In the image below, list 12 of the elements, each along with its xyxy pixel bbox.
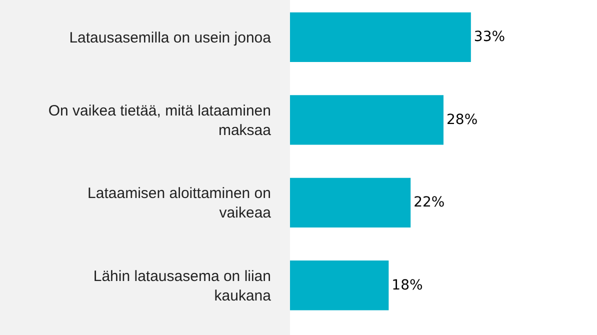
y-tick-label: Latausasemilla on usein jonoa — [69, 29, 272, 46]
data-label: 33% — [474, 29, 506, 46]
bar — [290, 260, 389, 310]
y-tick-label: Lataamisen aloittaminen on vaikeaa — [88, 185, 272, 222]
data-label: 18% — [392, 277, 423, 294]
data-label: 28% — [446, 112, 478, 128]
bar — [290, 12, 471, 62]
bar — [290, 178, 411, 228]
data-label: 22% — [414, 194, 445, 211]
y-tick-label: Lähin latausasema on liian kaukana — [93, 268, 272, 304]
bar — [290, 95, 444, 145]
y-tick-label: On vaikea tietää, mitä lataaminen maksaa — [48, 102, 272, 139]
